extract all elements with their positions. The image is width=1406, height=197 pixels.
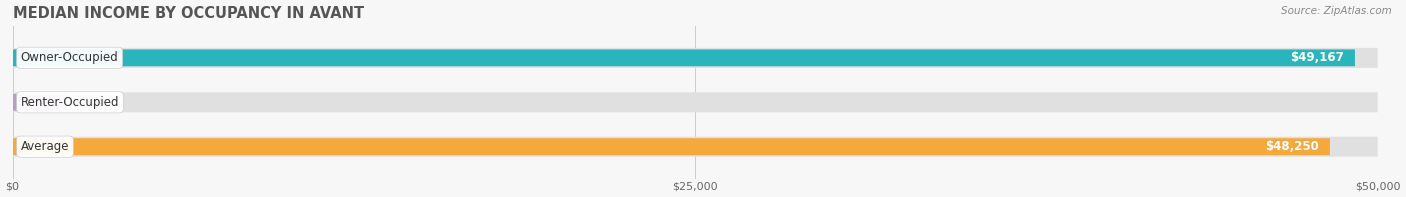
FancyBboxPatch shape (13, 48, 1378, 68)
Text: $0: $0 (90, 96, 107, 109)
Text: Owner-Occupied: Owner-Occupied (21, 51, 118, 64)
Text: Average: Average (21, 140, 69, 153)
FancyBboxPatch shape (13, 49, 1355, 66)
Text: $48,250: $48,250 (1265, 140, 1319, 153)
FancyBboxPatch shape (13, 92, 1378, 112)
Text: Renter-Occupied: Renter-Occupied (21, 96, 120, 109)
FancyBboxPatch shape (13, 138, 1330, 155)
Text: MEDIAN INCOME BY OCCUPANCY IN AVANT: MEDIAN INCOME BY OCCUPANCY IN AVANT (13, 6, 364, 20)
Text: Source: ZipAtlas.com: Source: ZipAtlas.com (1281, 6, 1392, 16)
Text: $49,167: $49,167 (1291, 51, 1344, 64)
FancyBboxPatch shape (13, 137, 1378, 157)
FancyBboxPatch shape (13, 94, 70, 111)
